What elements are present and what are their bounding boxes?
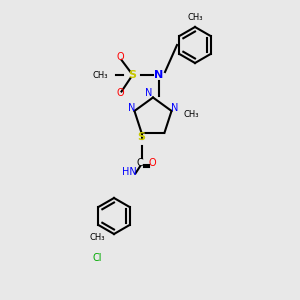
Text: CH₃: CH₃: [92, 70, 108, 80]
Text: O: O: [116, 88, 124, 98]
Text: N: N: [128, 103, 135, 113]
Text: HN: HN: [122, 167, 137, 177]
Text: C: C: [137, 158, 143, 168]
Text: S: S: [128, 70, 136, 80]
Text: CH₃: CH₃: [90, 233, 105, 242]
Text: N: N: [145, 88, 152, 98]
Text: S: S: [137, 132, 146, 142]
Text: O: O: [148, 158, 156, 168]
Text: N: N: [154, 70, 164, 80]
Text: CH₃: CH₃: [184, 110, 199, 119]
Text: Cl: Cl: [93, 253, 102, 263]
Text: N: N: [171, 103, 178, 113]
Text: O: O: [116, 52, 124, 62]
Text: CH₃: CH₃: [187, 14, 203, 22]
